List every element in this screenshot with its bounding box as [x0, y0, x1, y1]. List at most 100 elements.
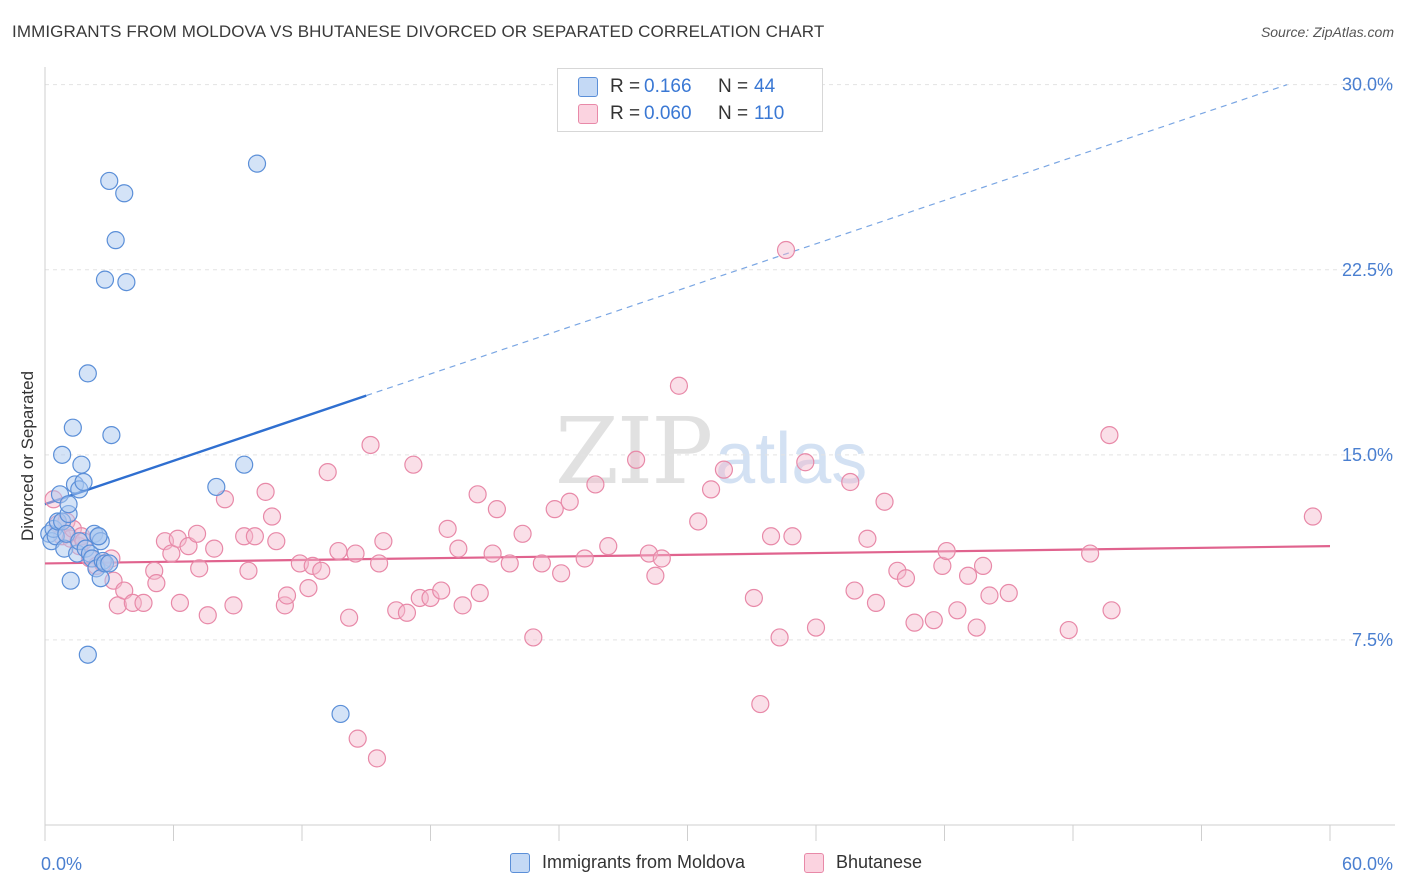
bhutanese-point — [751, 694, 770, 714]
moldova-point — [207, 477, 226, 497]
bhutanese-point — [367, 749, 387, 768]
moldova-trendline — [44, 84, 1288, 506]
bhutanese-point — [303, 556, 322, 575]
bhutanese-point — [262, 507, 282, 526]
bhutanese-point — [346, 544, 365, 563]
bhutanese-point — [761, 527, 781, 546]
bhutanese-point — [190, 559, 209, 578]
bhutanese-n-label: N = — [718, 103, 749, 124]
legend-item-bhutanese[interactable]: Bhutanese — [804, 852, 922, 873]
bhutanese-point — [449, 539, 468, 558]
bhutanese-point — [348, 729, 367, 748]
bhutanese-point — [421, 588, 440, 608]
bhutanese-point — [245, 527, 264, 546]
bhutanese-point — [980, 586, 999, 605]
x-tick-label: 60.0% — [1342, 854, 1393, 874]
bhutanese-point — [744, 588, 763, 608]
bhutanese-point — [770, 628, 789, 647]
x-tick-label: 0.0% — [41, 854, 82, 874]
moldova-point — [53, 445, 72, 464]
bhutanese-point — [967, 618, 986, 637]
moldova-swatch — [578, 77, 598, 97]
bhutanese-point — [866, 593, 886, 613]
moldova-point — [117, 272, 136, 292]
correlation-legend: R = 0.166 N = 44 R = 0.060 N = 110 — [557, 68, 823, 132]
bhutanese-point — [318, 463, 337, 482]
bhutanese-point — [599, 537, 618, 556]
bhutanese-point — [438, 519, 457, 538]
bhutanese-point — [277, 586, 297, 605]
bhutanese-point — [796, 453, 815, 472]
moldova-point — [100, 171, 119, 191]
bhutanese-point — [374, 532, 393, 551]
axes — [44, 67, 1395, 841]
y-tick-label: 7.5% — [1352, 630, 1393, 650]
moldova-trend-dashed — [366, 84, 1288, 397]
bhutanese-point — [179, 537, 198, 556]
bhutanese-point — [470, 583, 489, 603]
series-legend: Immigrants from Moldova Bhutanese — [0, 852, 1406, 878]
bhutanese-point — [115, 581, 134, 600]
bhutanese-point — [483, 544, 502, 563]
bhutanese-point — [239, 561, 258, 580]
y-axis-label: Divorced or Separated — [18, 371, 37, 541]
legend-item-moldova[interactable]: Immigrants from Moldova — [510, 852, 745, 873]
moldova-point — [89, 527, 108, 546]
bhutanese-point — [714, 460, 734, 479]
bhutanese-point — [545, 500, 564, 519]
moldova-point — [78, 645, 97, 664]
bhutanese-point — [783, 527, 802, 546]
bhutanese-r-value: 0.060 — [644, 103, 692, 124]
bhutanese-point — [340, 608, 359, 627]
bhutanese-point — [123, 593, 142, 613]
bhutanese-point — [999, 583, 1018, 603]
gridlines — [45, 84, 1395, 641]
moldova-point — [59, 495, 78, 514]
bhutanese-point — [776, 240, 796, 260]
source-credit: Source: ZipAtlas.com — [1260, 24, 1394, 40]
bhutanese-point — [513, 524, 532, 543]
moldova-point — [115, 184, 134, 203]
legend-row-bhutanese: R = 0.060 N = 110 — [578, 101, 784, 127]
bhutanese-point — [1100, 425, 1119, 445]
bhutanese-point — [500, 554, 519, 573]
moldova-point — [235, 455, 254, 474]
bhutanese-point — [1081, 544, 1100, 563]
bhutanese-point — [235, 527, 254, 546]
bhutanese-point — [134, 593, 153, 613]
bhutanese-point — [586, 475, 605, 494]
bhutanese-point — [397, 603, 417, 622]
bhutanese-point — [626, 450, 646, 469]
bhutanese-point — [669, 376, 689, 395]
bhutanese-point — [256, 482, 275, 501]
moldova-point — [72, 455, 91, 474]
bhutanese-point — [646, 566, 665, 585]
bhutanese-swatch — [578, 104, 598, 124]
moldova-point — [95, 270, 115, 289]
bhutanese-point — [652, 549, 671, 568]
bhutanese-point — [468, 485, 487, 504]
bhutanese-legend-label: Bhutanese — [836, 852, 923, 872]
bhutanese-r-label: R = — [610, 103, 641, 124]
bhutanese-point — [387, 601, 406, 620]
bhutanese-point — [924, 611, 943, 630]
bhutanese-point — [806, 618, 826, 637]
bhutanese-point — [905, 613, 924, 632]
chart-title: IMMIGRANTS FROM MOLDOVA VS BHUTANESE DIV… — [12, 22, 825, 41]
bhutanese-point — [973, 556, 993, 575]
bhutanese-point — [410, 588, 429, 608]
moldova-point — [78, 364, 97, 383]
bhutanese-point — [958, 566, 978, 585]
moldova-point — [102, 425, 121, 445]
moldova-point — [247, 154, 267, 173]
bhutanese-point — [361, 435, 380, 455]
bhutanese-point — [875, 492, 894, 511]
bhutanese-point — [552, 564, 571, 583]
y-tick-label: 30.0% — [1342, 75, 1393, 95]
bhutanese-point — [329, 541, 348, 561]
bhutanese-point — [198, 606, 217, 625]
bhutanese-trend-solid — [44, 545, 1331, 565]
bhutanese-point — [841, 472, 860, 492]
moldova-point — [106, 231, 125, 250]
